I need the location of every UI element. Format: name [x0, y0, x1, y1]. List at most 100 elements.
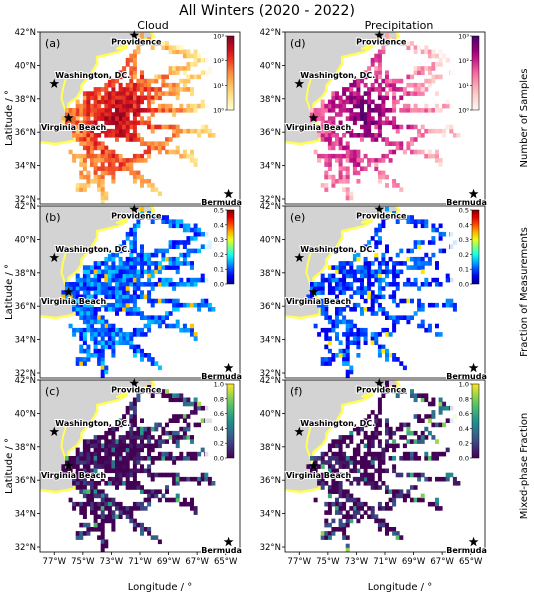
- data-cell: [168, 244, 173, 249]
- data-cell: [435, 282, 439, 287]
- data-cell: [125, 87, 130, 92]
- data-cell: [132, 397, 137, 403]
- data-cell: [93, 481, 98, 486]
- data-cell: [331, 468, 336, 474]
- panel-label: (c): [45, 385, 60, 398]
- data-cell: [86, 294, 91, 300]
- data-cell: [331, 501, 336, 507]
- data-cell: [395, 389, 400, 394]
- data-cell: [82, 522, 87, 528]
- data-cell: [349, 460, 354, 465]
- data-cell: [374, 133, 379, 138]
- data-cell: [104, 277, 109, 283]
- data-cell: [438, 248, 443, 254]
- data-cell: [395, 145, 400, 151]
- data-cell: [104, 327, 109, 333]
- data-cell: [111, 447, 116, 453]
- data-cell: [129, 252, 134, 258]
- data-cell: [93, 133, 98, 138]
- data-cell: [410, 124, 414, 130]
- data-cell: [132, 57, 137, 63]
- data-cell: [182, 244, 187, 249]
- data-cell: [168, 82, 173, 88]
- data-cell: [157, 269, 162, 275]
- data-cell: [143, 82, 148, 88]
- data-cell: [122, 103, 127, 109]
- data-cell: [317, 298, 322, 304]
- data-cell: [363, 265, 368, 270]
- data-cell: [140, 501, 144, 507]
- data-cell: [179, 45, 184, 50]
- data-cell: [75, 472, 80, 478]
- data-cell: [342, 265, 347, 270]
- data-cell: [97, 273, 102, 279]
- data-cell: [335, 315, 339, 320]
- data-cell: [125, 108, 130, 113]
- data-cell: [136, 311, 141, 316]
- data-cell: [115, 133, 119, 138]
- data-cell: [136, 252, 141, 258]
- data-cell: [327, 116, 332, 121]
- data-cell: [122, 273, 127, 279]
- data-cell: [399, 493, 404, 499]
- data-cell: [410, 393, 414, 398]
- data-cell: [204, 298, 209, 304]
- data-cell: [175, 91, 180, 96]
- data-cell: [327, 141, 332, 146]
- data-cell: [129, 78, 134, 84]
- data-cell: [377, 430, 382, 436]
- data-cell: [431, 236, 436, 241]
- data-cell: [157, 277, 162, 283]
- data-cell: [349, 456, 354, 461]
- data-cell: [75, 464, 80, 469]
- data-cell: [82, 158, 87, 163]
- data-cell: [377, 464, 382, 469]
- data-cell: [107, 99, 112, 105]
- data-cell: [363, 261, 368, 266]
- data-cell: [100, 153, 105, 159]
- data-cell: [320, 456, 325, 461]
- data-cell: [136, 223, 141, 229]
- data-cell: [161, 493, 166, 499]
- data-cell: [327, 273, 332, 279]
- data-cell: [97, 460, 102, 465]
- data-cell: [140, 435, 144, 440]
- data-cell: [125, 273, 130, 279]
- data-cell: [327, 153, 332, 159]
- data-cell: [360, 286, 364, 291]
- data-cell: [410, 472, 414, 478]
- x-tick-label: 71°W: [373, 557, 397, 567]
- data-cell: [413, 485, 418, 490]
- data-cell: [136, 506, 141, 511]
- data-cell: [100, 497, 105, 503]
- data-cell: [413, 277, 418, 283]
- data-cell: [147, 389, 152, 394]
- data-cell: [93, 108, 98, 113]
- data-cell: [349, 327, 354, 333]
- data-cell: [381, 158, 386, 163]
- data-cell: [136, 344, 141, 350]
- data-cell: [320, 183, 325, 188]
- data-cell: [104, 145, 109, 151]
- data-cell: [107, 252, 112, 258]
- data-cell: [320, 133, 325, 138]
- data-cell: [140, 348, 144, 354]
- data-cell: [313, 323, 318, 329]
- data-cell: [122, 162, 127, 167]
- data-cell: [200, 298, 205, 304]
- data-cell: [140, 183, 144, 188]
- data-cell: [417, 87, 422, 92]
- data-cell: [111, 78, 116, 84]
- data-cell: [125, 506, 130, 511]
- data-cell: [179, 397, 184, 403]
- data-cell: [68, 120, 73, 126]
- data-cell: [420, 302, 425, 308]
- data-cell: [320, 153, 325, 159]
- data-cell: [140, 37, 144, 42]
- data-cell: [79, 153, 84, 159]
- data-cell: [150, 476, 155, 482]
- data-cell: [104, 195, 109, 201]
- data-cell: [360, 133, 364, 138]
- data-cell: [324, 128, 329, 134]
- data-cell: [438, 49, 443, 55]
